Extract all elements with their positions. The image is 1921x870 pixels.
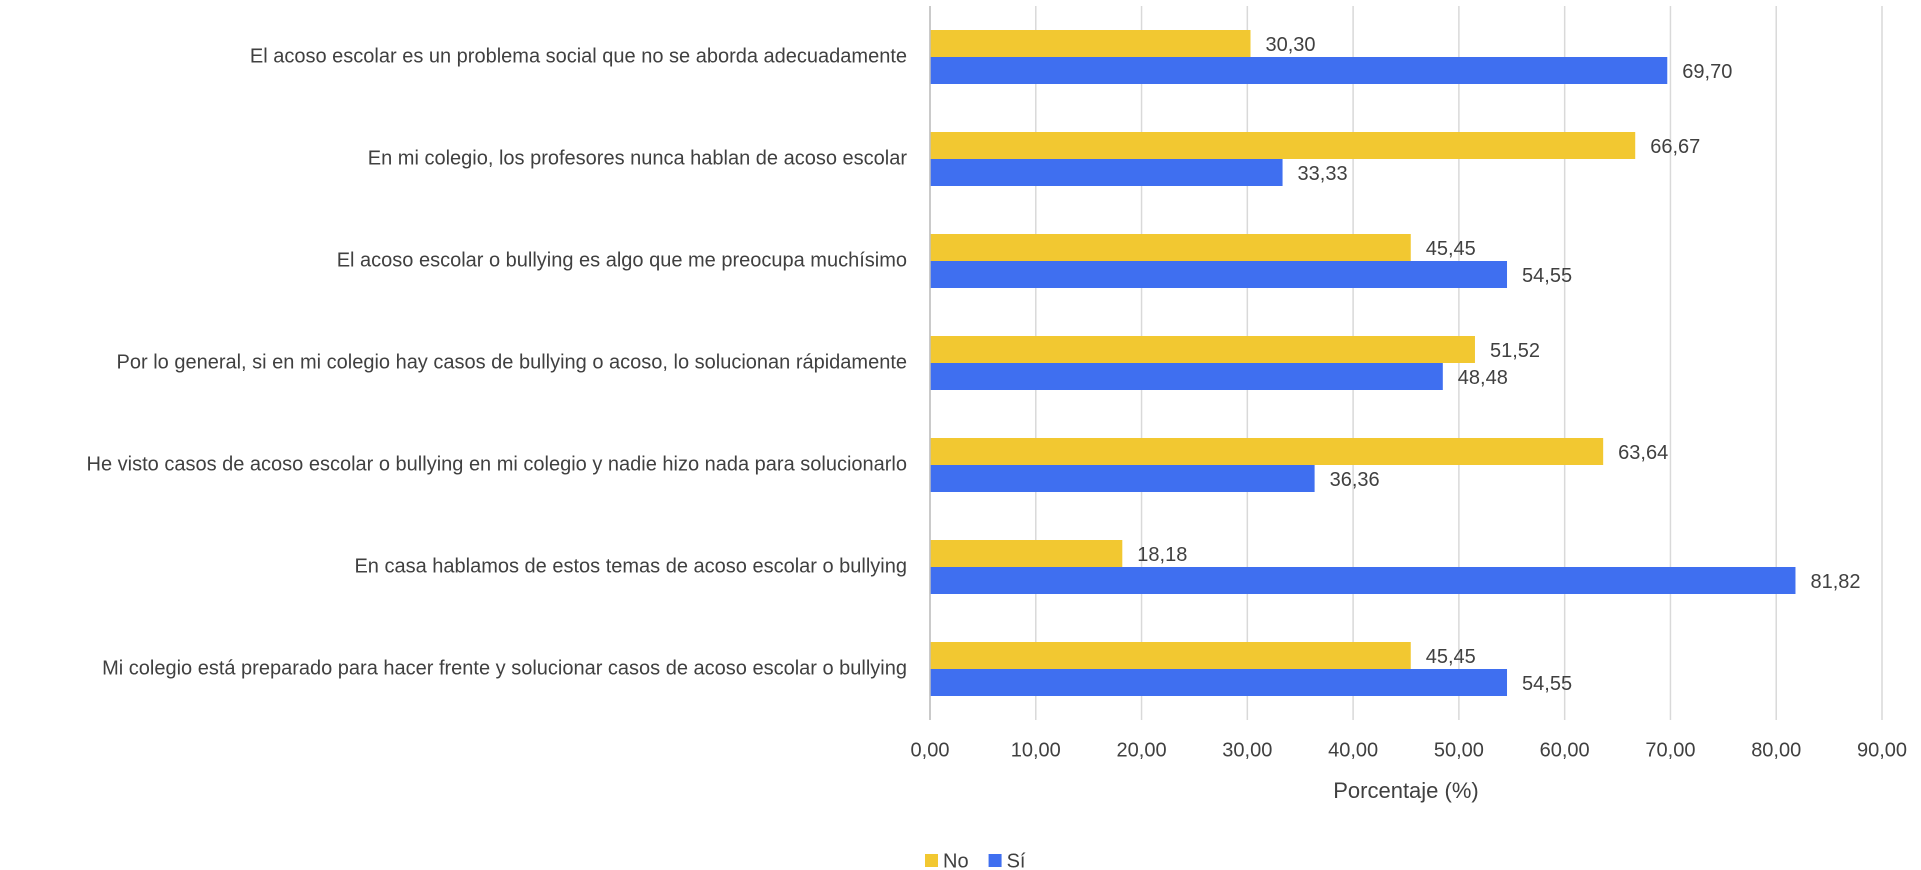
bar [930, 363, 1443, 390]
category-label: Por lo general, si en mi colegio hay cas… [117, 351, 907, 373]
category-label: He visto casos de acoso escolar o bullyi… [87, 453, 907, 475]
x-tick-label: 40,00 [1328, 739, 1378, 761]
bar [930, 336, 1475, 363]
x-tick-label: 50,00 [1434, 739, 1484, 761]
legend-label: No [943, 850, 969, 870]
data-label: 81,82 [1810, 571, 1860, 593]
category-label: En mi colegio, los profesores nunca habl… [368, 147, 908, 169]
x-axis-title: Porcentaje (%) [1333, 778, 1479, 803]
category-label: En casa hablamos de estos temas de acoso… [354, 555, 907, 577]
category-label: El acoso escolar o bullying es algo que … [337, 249, 907, 271]
data-label: 69,70 [1682, 61, 1732, 83]
bar [930, 132, 1636, 159]
data-label: 51,52 [1490, 340, 1540, 362]
bar [930, 438, 1604, 465]
x-tick-label: 60,00 [1540, 739, 1590, 761]
bar [930, 567, 1796, 594]
bar [930, 465, 1315, 492]
x-tick-label: 80,00 [1751, 739, 1801, 761]
bar [930, 30, 1251, 57]
bar [930, 540, 1123, 567]
data-label: 36,36 [1330, 469, 1380, 491]
category-label: El acoso escolar es un problema social q… [250, 45, 907, 67]
legend-swatch [988, 854, 1002, 867]
x-tick-label: 0,00 [911, 739, 950, 761]
bar [930, 642, 1411, 669]
data-label: 63,64 [1618, 442, 1668, 464]
data-label: 18,18 [1137, 544, 1187, 566]
x-tick-label: 90,00 [1857, 739, 1907, 761]
data-label: 54,55 [1522, 673, 1572, 695]
data-label: 45,45 [1426, 646, 1476, 668]
data-label: 30,30 [1266, 34, 1316, 56]
x-tick-label: 70,00 [1645, 739, 1695, 761]
data-label: 54,55 [1522, 265, 1572, 287]
data-label: 66,67 [1650, 136, 1700, 158]
category-label: Mi colegio está preparado para hacer fre… [102, 657, 907, 679]
bar [930, 234, 1411, 261]
legend-label: Sí [1007, 850, 1026, 870]
data-label: 33,33 [1298, 163, 1348, 185]
x-tick-label: 30,00 [1222, 739, 1272, 761]
data-label: 45,45 [1426, 238, 1476, 260]
bar [930, 669, 1508, 696]
bar [930, 57, 1668, 84]
x-tick-label: 20,00 [1117, 739, 1167, 761]
x-tick-label: 10,00 [1011, 739, 1061, 761]
bar [930, 261, 1508, 288]
data-label: 48,48 [1458, 367, 1508, 389]
legend-swatch [925, 854, 938, 867]
bar [930, 159, 1283, 186]
